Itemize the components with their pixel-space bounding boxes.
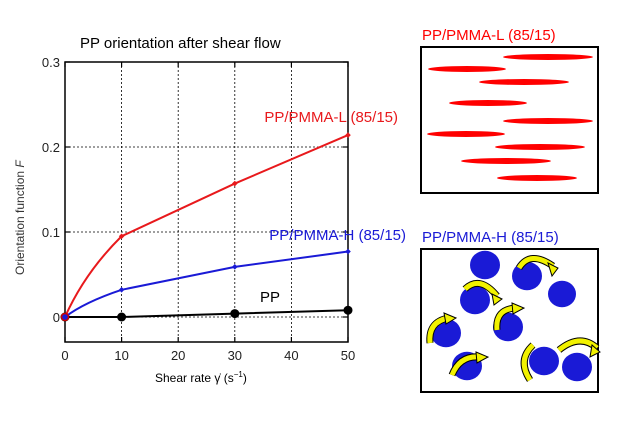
series-group <box>60 132 353 322</box>
spherical-droplet <box>529 346 559 376</box>
rotation-arrows <box>426 255 601 382</box>
y-tick-label: 0.3 <box>42 55 60 70</box>
elongated-droplet <box>495 144 585 150</box>
x-axis-label: Shear rate γ̇ (s−1) <box>155 370 247 385</box>
data-point <box>230 309 240 319</box>
x-tick-label: 0 <box>61 348 68 363</box>
y-tick-label: 0.1 <box>42 225 60 240</box>
data-point <box>232 264 238 270</box>
x-axis-label-unit-close: ) <box>243 371 247 385</box>
spherical-droplet <box>460 285 490 315</box>
elongated-droplet <box>479 79 569 85</box>
x-axis-label-symbol: γ̇ <box>214 371 221 385</box>
series-line <box>65 309 349 318</box>
rotation-arrow-head <box>547 262 559 278</box>
axis-ticks: 0 10 20 30 40 50 0 0.1 0.2 0.3 <box>42 55 355 363</box>
x-tick-label: 20 <box>171 348 185 363</box>
data-point <box>117 312 127 322</box>
elongated-droplet <box>503 54 593 60</box>
x-tick-label: 10 <box>114 348 128 363</box>
series-2 <box>60 305 353 322</box>
elongated-droplet <box>461 158 551 164</box>
rotation-arrow <box>557 338 599 352</box>
elongated-droplet <box>503 118 593 124</box>
series-line <box>64 250 349 318</box>
x-axis-label-unit-open: (s <box>220 371 233 385</box>
schematic-pmma-h-title: PP/PMMA-H (85/15) <box>422 229 559 246</box>
spherical-droplet <box>512 261 542 291</box>
y-axis-label: Orientation function F <box>13 160 27 275</box>
series-labels: PP PP/PMMA-H (85/15) PP/PMMA-L (85/15) <box>260 109 406 306</box>
series-label: PP <box>260 289 280 306</box>
plot-frame <box>64 61 349 343</box>
origin-point <box>60 312 70 322</box>
elongated-droplet <box>449 100 527 106</box>
y-axis-label-text: Orientation function <box>13 168 27 275</box>
spherical-droplet <box>548 280 576 308</box>
data-point <box>345 248 351 255</box>
spherical-droplets <box>431 250 592 382</box>
grid <box>65 62 348 342</box>
chart-title: PP orientation after shear flow <box>80 35 281 52</box>
rotation-arrow <box>463 280 499 298</box>
elongated-droplets <box>427 54 593 181</box>
series-label: PP/PMMA-L (85/15) <box>264 109 398 126</box>
data-point <box>343 305 353 315</box>
rotation-arrow-head <box>491 293 503 306</box>
series-label: PP/PMMA-H (85/15) <box>269 227 406 244</box>
schematic-pmma-h: PP/PMMA-H (85/15) <box>420 229 601 393</box>
y-tick-label: 0 <box>53 310 60 325</box>
y-tick-label: 0.2 <box>42 140 60 155</box>
series-1 <box>62 248 351 320</box>
spherical-droplet <box>470 250 500 280</box>
x-tick-label: 50 <box>341 348 355 363</box>
rotation-arrow-head <box>589 344 601 358</box>
data-point <box>345 132 351 138</box>
elongated-droplet <box>427 131 505 137</box>
data-point <box>118 233 125 240</box>
schematic-pmma-l: PP/PMMA-L (85/15) <box>420 27 599 194</box>
x-axis-label-text: Shear rate <box>155 371 214 385</box>
elongated-droplet <box>497 175 577 181</box>
rotation-arrow-head <box>443 312 458 325</box>
elongated-droplet <box>428 66 506 72</box>
rotation-arrow <box>521 343 535 382</box>
rotation-arrow-head <box>511 302 526 315</box>
data-point <box>232 180 238 187</box>
x-tick-label: 30 <box>228 348 242 363</box>
x-tick-label: 40 <box>284 348 298 363</box>
y-axis-label-symbol: F <box>13 160 27 168</box>
schematic-pmma-l-title: PP/PMMA-L (85/15) <box>422 27 556 44</box>
x-axis-label-unit-exp: −1 <box>234 370 244 379</box>
spherical-droplet <box>562 352 592 382</box>
rotation-arrow-head <box>475 351 490 364</box>
data-point <box>118 287 125 293</box>
